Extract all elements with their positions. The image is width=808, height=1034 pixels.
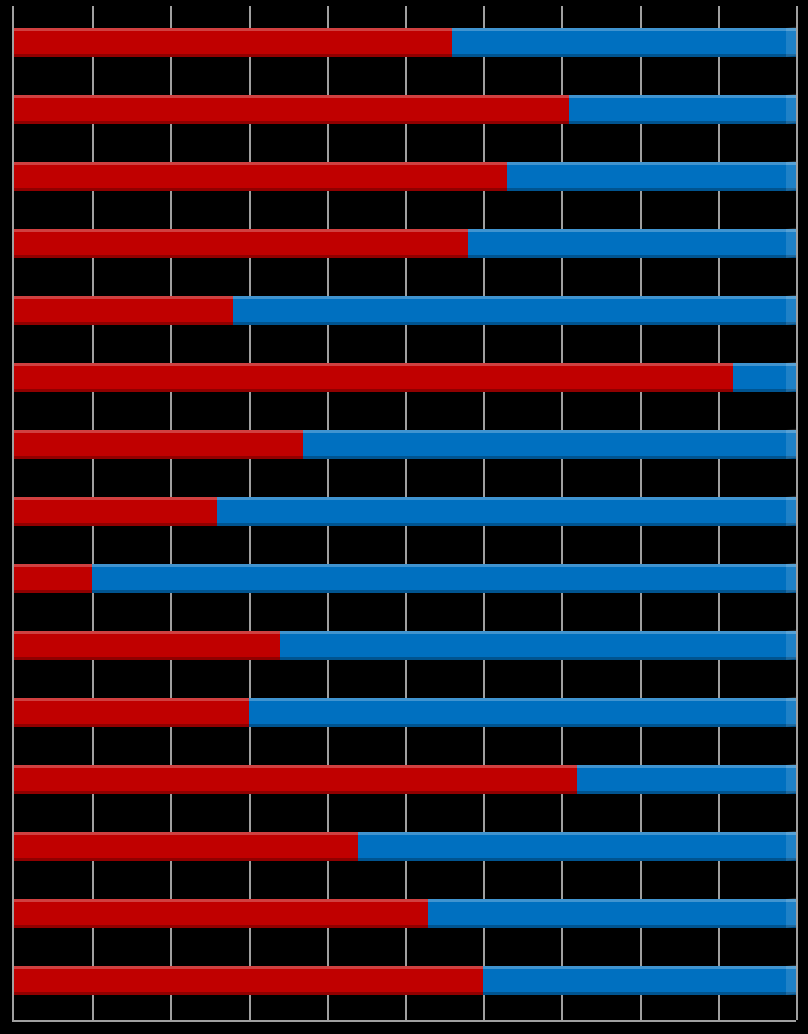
bar-row: [14, 229, 796, 258]
bar-row: [14, 832, 796, 861]
bar-segment-blue: [507, 162, 796, 191]
bar-end-cap: [786, 697, 796, 727]
bar-end-cap: [786, 630, 796, 660]
bar-row: [14, 899, 796, 928]
bar-row: [14, 162, 796, 191]
bar-segment-red: [14, 765, 577, 794]
bar-end-cap: [786, 228, 796, 258]
bar-row: [14, 296, 796, 325]
stacked-bar-chart: [0, 0, 808, 1034]
bar-segment-blue: [468, 229, 796, 258]
bar-segment-red: [14, 430, 303, 459]
bar-end-cap: [786, 764, 796, 794]
bar-row: [14, 430, 796, 459]
gridline: [796, 6, 798, 1020]
bar-row: [14, 28, 796, 57]
bar-end-cap: [786, 831, 796, 861]
bar-row: [14, 95, 796, 124]
bar-row: [14, 363, 796, 392]
bar-segment-red: [14, 497, 217, 526]
bar-segment-red: [14, 229, 468, 258]
bar-segment-blue: [428, 899, 796, 928]
bar-segment-red: [14, 162, 507, 191]
bar-end-cap: [786, 496, 796, 526]
bar-segment-red: [14, 95, 569, 124]
bar-end-cap: [786, 295, 796, 325]
bar-segment-red: [14, 698, 249, 727]
bar-row: [14, 966, 796, 995]
bar-end-cap: [786, 362, 796, 392]
bar-segment-blue: [233, 296, 796, 325]
bar-segment-blue: [452, 28, 796, 57]
bar-row: [14, 497, 796, 526]
bar-end-cap: [786, 27, 796, 57]
bar-segment-red: [14, 899, 428, 928]
bar-segment-blue: [569, 95, 796, 124]
bar-segment-blue: [483, 966, 796, 995]
bar-segment-red: [14, 28, 452, 57]
bar-row: [14, 564, 796, 593]
bars-container: [14, 6, 796, 1020]
bar-row: [14, 631, 796, 660]
bar-end-cap: [786, 161, 796, 191]
bar-end-cap: [786, 94, 796, 124]
bar-segment-red: [14, 363, 733, 392]
bar-segment-red: [14, 631, 280, 660]
bar-segment-blue: [92, 564, 796, 593]
bar-segment-blue: [577, 765, 796, 794]
bar-end-cap: [786, 898, 796, 928]
bar-end-cap: [786, 965, 796, 995]
bar-segment-blue: [280, 631, 796, 660]
bar-row: [14, 765, 796, 794]
bar-segment-red: [14, 832, 358, 861]
bar-segment-blue: [303, 430, 796, 459]
bar-segment-red: [14, 564, 92, 593]
plot-area: [12, 6, 796, 1022]
bar-segment-blue: [249, 698, 796, 727]
bar-end-cap: [786, 563, 796, 593]
bar-row: [14, 698, 796, 727]
bar-segment-red: [14, 296, 233, 325]
bar-end-cap: [786, 429, 796, 459]
bar-segment-blue: [217, 497, 796, 526]
bar-segment-blue: [358, 832, 796, 861]
bar-segment-red: [14, 966, 483, 995]
